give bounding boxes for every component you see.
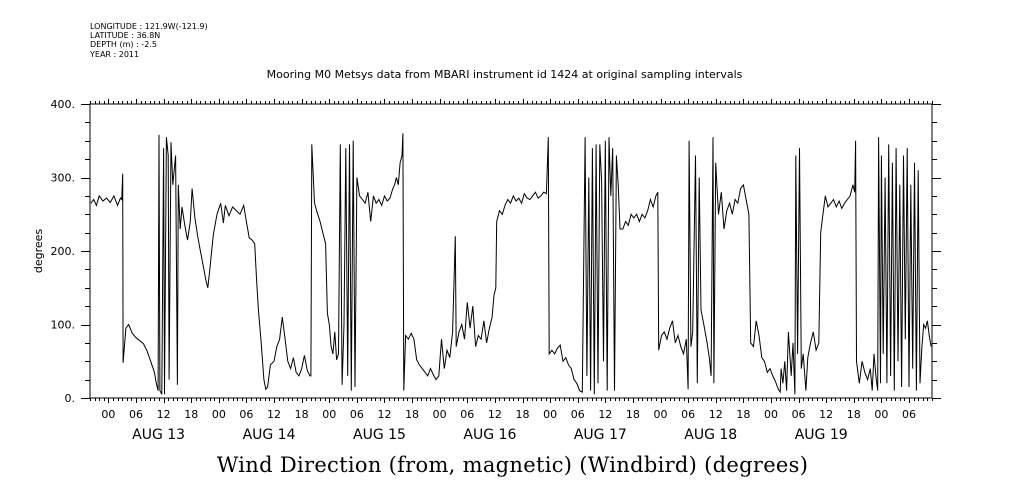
x-tick-label: 12 [267, 408, 281, 421]
x-day-label: AUG 18 [684, 427, 737, 443]
x-tick-label: 18 [847, 408, 861, 421]
metadata-latitude: LATITUDE : 36.8N [90, 31, 161, 41]
x-tick-label: 06 [129, 408, 143, 421]
x-day-label: AUG 14 [243, 427, 296, 443]
x-tick-label: 00 [433, 408, 447, 421]
x-tick-label: 00 [764, 408, 778, 421]
x-tick-label: 00 [212, 408, 226, 421]
x-tick-label: 18 [184, 408, 198, 421]
x-day-label: AUG 15 [353, 427, 406, 443]
x-tick-label: 18 [736, 408, 750, 421]
x-day-label: AUG 17 [574, 427, 627, 443]
x-tick-label: 12 [709, 408, 723, 421]
x-tick-label: 06 [571, 408, 585, 421]
wind-direction-series-line [90, 133, 932, 395]
x-tick-label: 12 [819, 408, 833, 421]
x-tick-label: 06 [239, 408, 253, 421]
x-tick-label: 06 [460, 408, 474, 421]
y-tick-label: 100. [51, 319, 76, 332]
y-tick-label: 300. [51, 172, 76, 185]
x-tick-label: 12 [157, 408, 171, 421]
y-tick-label: 200. [51, 245, 76, 258]
x-tick-label: 12 [598, 408, 612, 421]
x-day-label: AUG 13 [132, 427, 185, 443]
x-tick-label: 18 [405, 408, 419, 421]
plot-frame [89, 103, 933, 399]
x-tick-label: 00 [874, 408, 888, 421]
x-tick-label: 06 [350, 408, 364, 421]
metadata-block: LONGITUDE : 121.9W(-121.9) LATITUDE : 36… [90, 22, 208, 59]
x-tick-label: 12 [377, 408, 391, 421]
x-tick-label: 00 [654, 408, 668, 421]
x-tick-label: 00 [543, 408, 557, 421]
x-tick-label: 18 [516, 408, 530, 421]
metadata-year: YEAR : 2011 [90, 49, 140, 59]
metadata-depth: DEPTH (m) : -2.5 [90, 40, 157, 50]
x-tick-label: 06 [902, 408, 916, 421]
y-axis-label: degrees [32, 229, 45, 274]
y-tick-label: 400. [51, 98, 76, 111]
chart-title: Mooring M0 Metsys data from MBARI instru… [266, 68, 743, 81]
x-day-label: AUG 16 [463, 427, 516, 443]
x-tick-label: 12 [488, 408, 502, 421]
x-day-label: AUG 19 [795, 427, 848, 443]
x-tick-label: 18 [295, 408, 309, 421]
x-tick-label: 06 [681, 408, 695, 421]
x-axis-title: Wind Direction (from, magnetic) (Windbir… [216, 453, 809, 477]
y-tick-label: 0. [65, 392, 76, 405]
x-tick-label: 00 [101, 408, 115, 421]
x-tick-label: 06 [792, 408, 806, 421]
x-tick-label: 00 [322, 408, 336, 421]
x-tick-label: 18 [626, 408, 640, 421]
metadata-longitude: LONGITUDE : 121.9W(-121.9) [90, 22, 208, 31]
